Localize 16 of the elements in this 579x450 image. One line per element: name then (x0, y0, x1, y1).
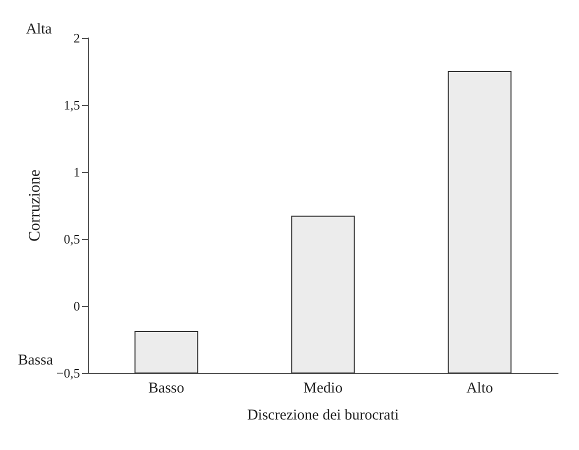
x-tick-label: Medio (303, 380, 343, 396)
bar (448, 71, 512, 374)
x-axis-title: Discrezione dei burocrati (247, 408, 399, 424)
text: Alta (26, 22, 52, 38)
y-tick-label: 2 (74, 30, 80, 46)
x-tick-label: Alto (466, 380, 494, 396)
bar (134, 330, 198, 374)
y-tick-label: 0,5 (64, 232, 80, 246)
x-tick-label: Basso (148, 380, 184, 396)
y-tick-label: 0 (74, 298, 80, 314)
text: Bassa (18, 352, 54, 368)
y-tick-label: 1,5 (64, 98, 80, 112)
y-axis-title: Corruzione (26, 170, 44, 242)
y-tick-label: 1 (74, 164, 80, 180)
bar (291, 216, 355, 374)
y-tick-label: −0,5 (56, 366, 80, 380)
